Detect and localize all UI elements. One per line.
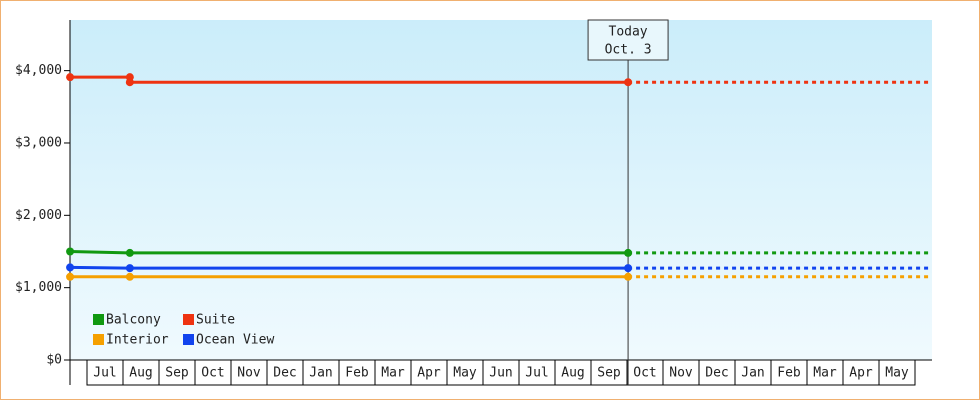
legend-label: Interior: [106, 333, 169, 348]
y-tick-label: $1,000: [15, 280, 62, 295]
y-tick-label: $4,000: [15, 63, 62, 78]
point: [66, 247, 75, 256]
legend-swatch: [93, 334, 104, 345]
point: [125, 272, 134, 281]
x-tick-label: Aug: [561, 366, 584, 381]
point: [66, 73, 75, 82]
month-cell: [590, 359, 628, 386]
x-tick-label: Jan: [741, 366, 764, 381]
x-tick-label: Mar: [813, 366, 837, 381]
x-tick-label: Dec: [273, 366, 296, 381]
today-label: Today: [609, 25, 648, 40]
series-line: [70, 265, 629, 270]
month-cell: [338, 359, 376, 386]
x-tick-label: Sep: [165, 366, 189, 381]
month-cell: [698, 359, 736, 386]
month-cell: [662, 359, 700, 386]
x-tick-label: Sep: [597, 366, 621, 381]
point: [624, 272, 633, 281]
point: [624, 264, 633, 273]
legend-label: Ocean View: [196, 333, 274, 348]
month-cell: [842, 359, 880, 386]
x-tick-label: Jul: [525, 366, 548, 381]
series-line: [70, 249, 629, 255]
x-tick-label: Jun: [489, 366, 512, 381]
x-tick-label: Mar: [381, 366, 405, 381]
legend-swatch: [183, 334, 194, 345]
legend-label: Suite: [196, 313, 235, 328]
point: [125, 248, 134, 257]
x-tick-label: May: [885, 366, 909, 381]
x-tick-label: Oct: [201, 366, 224, 381]
x-tick-label: Nov: [669, 366, 693, 381]
plot-area: [70, 20, 932, 360]
point: [125, 78, 134, 87]
month-cell: [734, 359, 772, 386]
month-cell: [806, 359, 844, 386]
y-tick-label: $0: [46, 353, 62, 368]
x-tick-label: Apr: [417, 366, 441, 381]
x-tick-label: Feb: [345, 366, 369, 381]
y-tick-label: $3,000: [15, 135, 62, 150]
x-tick-label: Apr: [849, 366, 873, 381]
x-tick-label: Oct: [633, 366, 656, 381]
y-tick-label: $2,000: [15, 208, 62, 223]
point: [624, 248, 633, 257]
point: [624, 78, 633, 87]
x-tick-label: Feb: [777, 366, 801, 381]
month-cell: [554, 359, 592, 386]
point: [66, 263, 75, 272]
legend-swatch: [93, 314, 104, 325]
x-tick-label: Jul: [93, 366, 116, 381]
x-tick-label: May: [453, 366, 477, 381]
x-tick-label: Nov: [237, 366, 261, 381]
x-tick-label: Dec: [705, 366, 728, 381]
today-label: Oct. 3: [605, 43, 652, 58]
month-cell: [482, 359, 520, 386]
x-tick-label: Aug: [129, 366, 152, 381]
point: [66, 272, 75, 281]
point: [125, 264, 134, 273]
legend-label: Balcony: [106, 313, 161, 328]
today-box: [587, 19, 669, 61]
legend-swatch: [183, 314, 194, 325]
x-tick-label: Jan: [309, 366, 332, 381]
